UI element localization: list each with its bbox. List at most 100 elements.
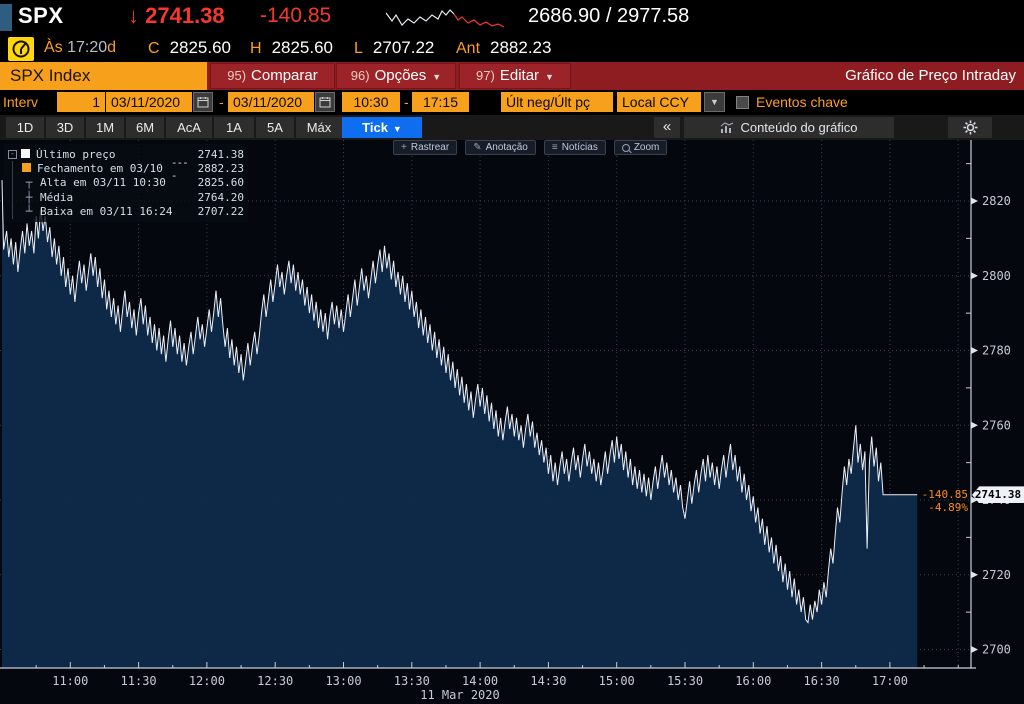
date-to-input[interactable]: 03/11/2020 xyxy=(228,92,314,112)
y-tick-arrow xyxy=(971,646,978,653)
legend-row[interactable]: ┼ Média 2764.20 xyxy=(8,190,244,205)
time-to-input[interactable]: 17:15 xyxy=(412,92,469,112)
legend-marker-high-marker: ┬ xyxy=(25,176,33,190)
chart-tool-rastrear[interactable]: + Rastrear xyxy=(393,140,458,155)
legend-tree-line xyxy=(12,161,22,176)
period-button-6m[interactable]: 6M xyxy=(126,117,164,138)
y-tick-label: 2780 xyxy=(982,344,1011,358)
events-label: Eventos chave xyxy=(756,94,848,110)
last-change-percent: -4.89% xyxy=(928,500,968,514)
period-button-1a[interactable]: 1A xyxy=(214,117,254,138)
collapse-icon[interactable]: - xyxy=(8,148,17,159)
tick-mode-button[interactable]: Tick ▼ xyxy=(342,117,422,138)
chart-toolbar: + Rastrear ✎ Anotação ≡ Notícias Zoom xyxy=(393,140,668,155)
chevron-down-icon[interactable]: ▼ xyxy=(704,92,725,112)
gear-icon[interactable] xyxy=(948,117,992,138)
legend-marker-square-orange xyxy=(22,162,32,175)
calendar-icon[interactable] xyxy=(193,92,213,112)
time-range-separator: - xyxy=(404,94,409,110)
legend-label: Último preço xyxy=(36,147,116,161)
period-row: 1D 3D 1M 6M AcA 1A 5A Máx Tick ▼ « Conteúdo do g… xyxy=(0,115,1024,140)
price-source-select[interactable]: Últ neg/Últ pç xyxy=(501,92,613,112)
interval-label: Interv xyxy=(3,94,39,110)
last-change-labels: -140.85 -4.89% xyxy=(908,488,968,514)
legend-label: Baixa em 03/11 16:24 xyxy=(40,205,173,219)
legend-tree-line xyxy=(12,175,23,191)
x-tick-label: 16:30 xyxy=(804,674,840,688)
time-from-input[interactable]: 10:30 xyxy=(342,92,400,112)
settings-row: Interv 1 03/11/2020 - 03/11/2020 10:30 -… xyxy=(0,90,1024,115)
period-button-1d[interactable]: 1D xyxy=(6,117,44,138)
window-chip xyxy=(0,4,12,31)
quote-field-c: C 2825.60 xyxy=(148,38,232,57)
y-tick-label: 2760 xyxy=(982,418,1011,432)
calendar-icon[interactable] xyxy=(315,92,335,112)
collapse-panel-button[interactable]: « xyxy=(654,117,680,138)
as-of-time: Às 17:20d xyxy=(44,39,117,56)
net-change: -140.85 xyxy=(260,4,332,27)
legend-row[interactable]: - Último preço 2741.38 xyxy=(8,147,244,161)
chart-tool-zoom[interactable]: Zoom xyxy=(613,140,668,155)
down-arrow-icon: ↓ xyxy=(128,3,139,28)
x-tick-label: 11:30 xyxy=(121,674,157,688)
period-button-máx[interactable]: Máx xyxy=(296,117,342,138)
legend-row[interactable]: Fechamento em 03/10 ---- 2882.23 xyxy=(8,156,245,182)
magnifier-icon xyxy=(621,143,630,152)
currency-select[interactable]: Local CCY xyxy=(617,92,701,112)
interval-input[interactable]: 1 xyxy=(57,92,105,112)
legend-value: 2764.20 xyxy=(197,190,244,204)
legend-tree-line xyxy=(12,190,23,205)
date-range-separator: - xyxy=(219,94,224,110)
screen-title: Gráfico de Preço Intraday xyxy=(845,67,1016,84)
x-tick-label: 14:00 xyxy=(462,674,498,688)
chart-content-button[interactable]: Conteúdo do gráfico xyxy=(684,117,894,138)
quote-field-h: H 2825.60 xyxy=(250,38,334,57)
period-button-3d[interactable]: 3D xyxy=(46,117,84,138)
events-checkbox[interactable] xyxy=(736,96,749,109)
y-tick-arrow xyxy=(971,571,978,579)
legend-value: 2707.22 xyxy=(197,205,244,219)
chart-content-icon xyxy=(721,121,734,133)
price-line xyxy=(1,180,918,624)
chart-tool-notícias[interactable]: ≡ Notícias xyxy=(543,140,606,155)
period-button-aca[interactable]: AcA xyxy=(166,117,212,138)
x-tick-label: 12:00 xyxy=(189,674,225,688)
x-tick-label: 11:00 xyxy=(52,674,88,688)
y-tick-arrow xyxy=(971,272,978,280)
period-button-5a[interactable]: 5A xyxy=(256,117,294,138)
x-tick-label: 15:00 xyxy=(599,674,635,688)
y-tick-label: 2800 xyxy=(982,269,1011,283)
x-tick-label: 13:00 xyxy=(325,674,361,688)
mini-sparkline-chart xyxy=(386,9,505,28)
crosshair-icon: + xyxy=(401,141,407,153)
legend-marker-mean-marker: ┼ xyxy=(25,190,33,204)
legend-value: 2741.38 xyxy=(197,147,244,161)
gauge-icon[interactable] xyxy=(8,37,34,61)
quote-row: Às 17:20d C 2825.60 H 2825.60 L 2707.22 Ant 288… xyxy=(0,36,1024,62)
legend-row[interactable]: ┴ Baixa em 03/11 16:24 2707.22 xyxy=(8,204,244,219)
menu-button-comparar[interactable]: 95) Comparar xyxy=(210,63,335,89)
intraday-price-chart: 282028002780276027402720270011:0011:3012… xyxy=(0,140,1024,704)
chart-tool-anotação[interactable]: ✎ Anotação xyxy=(465,140,536,155)
security-tab[interactable]: SPX Index xyxy=(0,62,207,90)
y-tick-arrow xyxy=(971,421,978,429)
period-button-1m[interactable]: 1M xyxy=(86,117,124,138)
x-tick-label: 16:00 xyxy=(735,674,771,688)
period-buttons: 1D 3D 1M 6M AcA 1A 5A Máx xyxy=(6,117,342,138)
x-tick-label: 17:00 xyxy=(872,674,908,688)
y-tick-arrow xyxy=(971,347,978,354)
legend-row[interactable]: ┬ Alta em 03/11 10:30 2825.60 xyxy=(8,175,244,191)
legend-value: 2882.23 xyxy=(197,162,245,176)
day-range: 2686.90 / 2977.58 xyxy=(528,5,690,27)
chevron-down-icon: ▼ xyxy=(432,72,442,82)
x-tick-label: 12:30 xyxy=(257,674,293,688)
legend-marker-square-white xyxy=(19,148,31,161)
menu-button-opções[interactable]: 96) Opções ▼ xyxy=(336,63,456,89)
y-tick-label: 2720 xyxy=(982,568,1011,582)
chart-plot-area[interactable]: 282028002780276027402720270011:0011:3012… xyxy=(0,140,1024,704)
date-from-input[interactable]: 03/11/2020 xyxy=(106,92,192,112)
price-area-fill xyxy=(2,180,918,668)
y-tick-label: 2700 xyxy=(982,643,1011,657)
menu-button-editar[interactable]: 97) Editar ▼ xyxy=(459,63,571,89)
